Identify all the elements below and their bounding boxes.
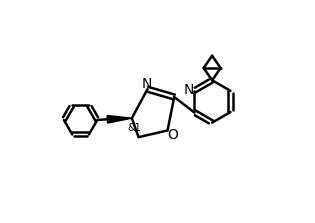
Text: &1: &1 — [128, 123, 141, 133]
Text: N: N — [142, 77, 152, 91]
Text: O: O — [168, 128, 178, 142]
Polygon shape — [107, 116, 132, 123]
Text: N: N — [184, 83, 194, 97]
